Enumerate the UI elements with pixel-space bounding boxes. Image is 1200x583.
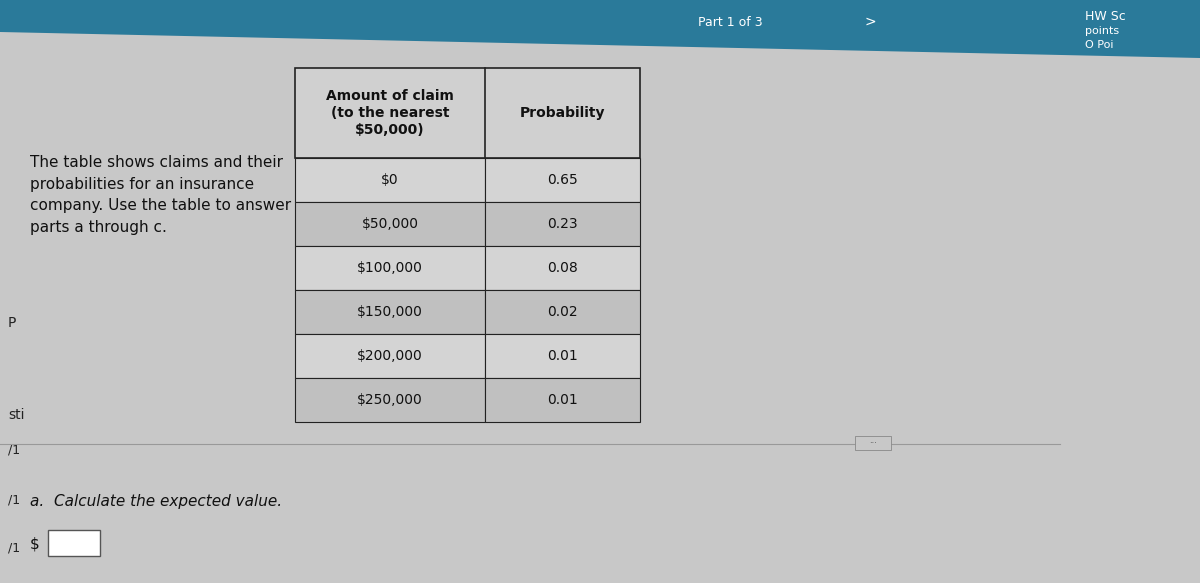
- Text: ···: ···: [869, 440, 877, 448]
- Text: O Poi: O Poi: [1085, 40, 1114, 50]
- Polygon shape: [0, 0, 1200, 58]
- Text: $200,000: $200,000: [358, 349, 422, 363]
- Bar: [295, 378, 485, 422]
- Text: 0.02: 0.02: [547, 305, 578, 319]
- Bar: [854, 436, 890, 450]
- Text: $50,000: $50,000: [361, 217, 419, 231]
- Bar: [485, 334, 640, 378]
- Text: $100,000: $100,000: [358, 261, 422, 275]
- Text: 0.01: 0.01: [547, 349, 578, 363]
- Bar: [485, 246, 640, 290]
- Bar: [485, 378, 640, 422]
- Text: $: $: [30, 536, 40, 552]
- Text: 0.01: 0.01: [547, 393, 578, 407]
- Bar: [485, 158, 640, 202]
- Text: HW Sc: HW Sc: [1085, 10, 1126, 23]
- Bar: [485, 202, 640, 246]
- Bar: [295, 158, 485, 202]
- Bar: [295, 334, 485, 378]
- Bar: [295, 202, 485, 246]
- Text: P: P: [8, 316, 17, 330]
- Bar: [295, 290, 485, 334]
- Text: Amount of claim
(to the nearest
$50,000): Amount of claim (to the nearest $50,000): [326, 89, 454, 138]
- Text: The table shows claims and their
probabilities for an insurance
company. Use the: The table shows claims and their probabi…: [30, 155, 292, 235]
- Text: $150,000: $150,000: [358, 305, 422, 319]
- Text: $250,000: $250,000: [358, 393, 422, 407]
- Bar: [48, 530, 100, 556]
- Text: 0.08: 0.08: [547, 261, 578, 275]
- Text: 0.65: 0.65: [547, 173, 578, 187]
- Bar: [295, 246, 485, 290]
- Text: a.  Calculate the expected value.: a. Calculate the expected value.: [30, 494, 282, 509]
- Text: 0.23: 0.23: [547, 217, 578, 231]
- Text: points: points: [1085, 26, 1120, 36]
- Text: Probability: Probability: [520, 106, 605, 120]
- Text: /1: /1: [8, 444, 20, 456]
- Text: Part 1 of 3: Part 1 of 3: [697, 16, 762, 29]
- Text: >: >: [864, 15, 876, 29]
- Text: sti: sti: [8, 408, 24, 422]
- Text: /1: /1: [8, 542, 20, 554]
- Text: /1: /1: [8, 493, 20, 507]
- Bar: [485, 290, 640, 334]
- Bar: [295, 68, 640, 158]
- Text: $0: $0: [382, 173, 398, 187]
